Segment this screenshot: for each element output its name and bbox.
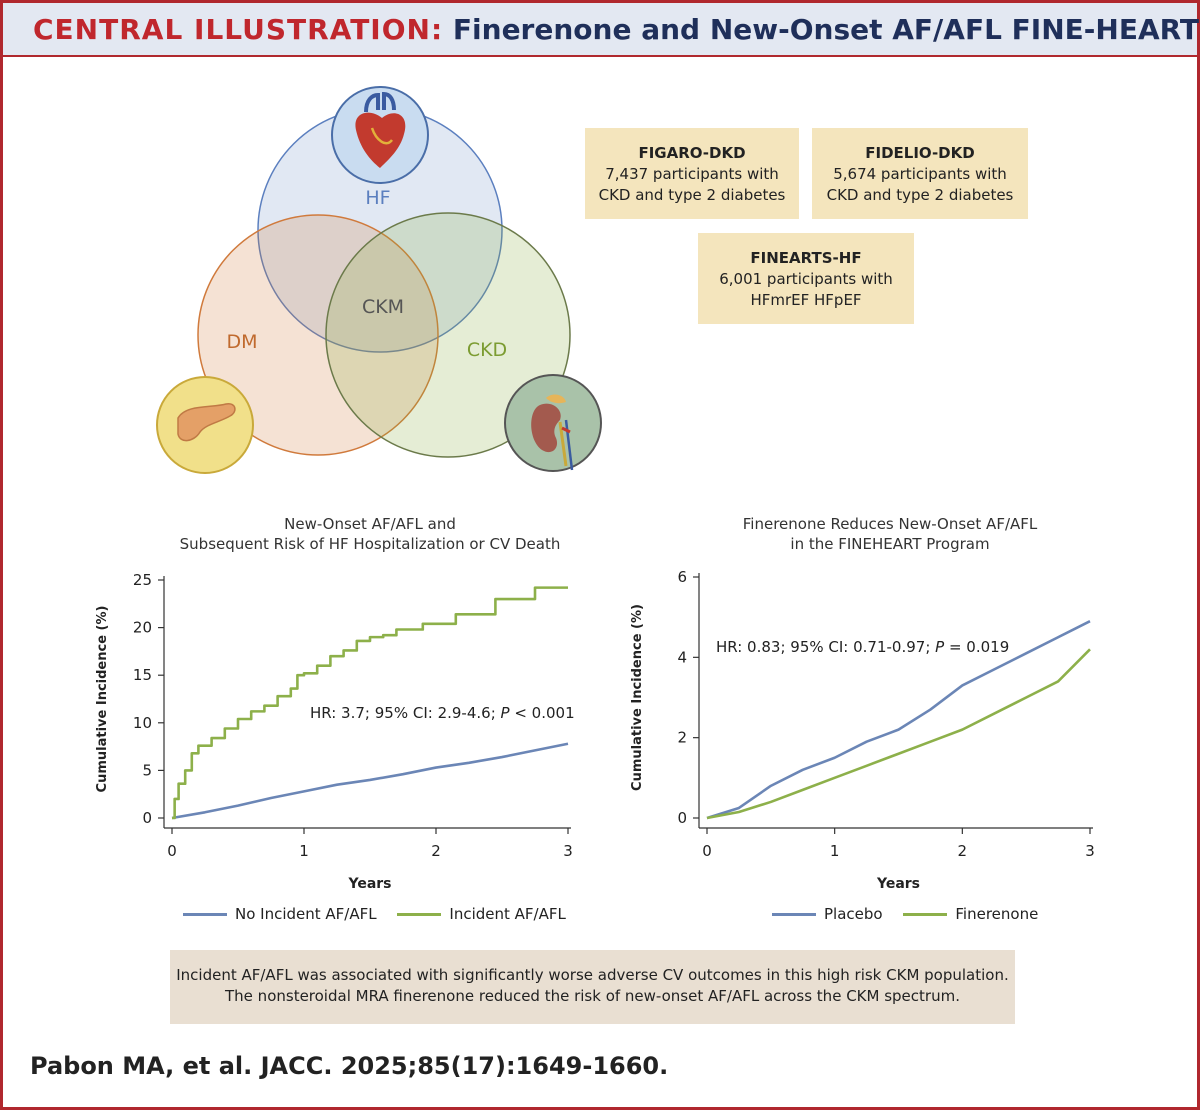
chart-title-line: Subsequent Risk of HF Hospitalization or…	[179, 535, 561, 553]
chart-1-title: New-Onset AF/AFL and Subsequent Risk of H…	[120, 514, 620, 554]
summary-line-2: The nonsteroidal MRA finerenone reduced …	[225, 987, 960, 1005]
chart-title-line: Finerenone Reduces New-Onset AF/AFL	[742, 515, 1038, 533]
x-tick-label: 2	[958, 842, 968, 860]
series-line-2	[172, 586, 568, 820]
title-prefix: CENTRAL ILLUSTRATION:	[33, 13, 444, 46]
x-tick-label: 2	[431, 842, 441, 860]
y-tick-label: 0	[142, 809, 152, 827]
series-line-1	[171, 742, 569, 820]
y-tick-label: 5	[142, 761, 152, 779]
legend-swatch-no-incident	[183, 913, 227, 916]
trial-name: FIDELIO-DKD	[865, 144, 975, 162]
legend-item: Incident AF/AFL	[397, 905, 566, 923]
header-banner: CENTRAL ILLUSTRATION: Finerenone and New…	[3, 3, 1199, 57]
legend-label: Incident AF/AFL	[449, 905, 566, 923]
trial-box-figaro: FIGARO-DKD 7,437 participants with CKD a…	[585, 128, 799, 219]
legend-label: Finerenone	[955, 905, 1039, 923]
y-axis-label: Cumulative Incidence (%)	[95, 606, 110, 793]
citation: Pabon MA, et al. JACC. 2025;85(17):1649-…	[30, 1052, 669, 1080]
x-tick-label: 0	[702, 842, 712, 860]
trial-name: FIGARO-DKD	[638, 144, 746, 162]
chart-1-legend: No Incident AF/AFL Incident AF/AFL	[183, 905, 582, 923]
legend-item: Finerenone	[903, 905, 1038, 923]
legend-label: Placebo	[824, 905, 883, 923]
y-tick-label: 0	[677, 809, 687, 827]
legend-item: No Incident AF/AFL	[183, 905, 377, 923]
title-main: Finerenone and New-Onset AF/AFL FINE-HEA…	[452, 13, 1200, 46]
y-tick-label: 15	[133, 666, 152, 684]
series-line-1	[706, 620, 1091, 820]
trial-line1: 5,674 participants with	[833, 165, 1007, 183]
y-axis-label: Cumulative Incidence (%)	[630, 604, 645, 791]
y-tick-label: 2	[677, 729, 687, 747]
x-tick-label: 0	[167, 842, 177, 860]
hr-annotation: HR: 0.83; 95% CI: 0.71-0.97; P = 0.019	[716, 638, 1009, 656]
trial-box-finearts: FINEARTS-HF 6,001 participants with HFmr…	[698, 233, 914, 324]
hr-annotation: HR: 3.7; 95% CI: 2.9-4.6; P < 0.001	[310, 704, 575, 722]
trial-line1: 6,001 participants with	[719, 270, 893, 288]
chart-2-title: Finerenone Reduces New-Onset AF/AFL in th…	[680, 514, 1100, 554]
y-tick-label: 4	[677, 648, 687, 666]
legend-label: No Incident AF/AFL	[235, 905, 377, 923]
y-tick-label: 10	[133, 714, 152, 732]
x-axis-label: Years	[347, 876, 391, 892]
legend-swatch-finerenone	[903, 913, 948, 916]
trial-name: FINEARTS-HF	[750, 249, 862, 267]
summary-box: Incident AF/AFL was associated with sign…	[170, 950, 1015, 1024]
trial-line2: CKD and type 2 diabetes	[826, 186, 1014, 204]
y-tick-label: 6	[677, 568, 687, 586]
trial-line2: CKD and type 2 diabetes	[598, 186, 786, 204]
trial-line1: 7,437 participants with	[605, 165, 779, 183]
y-tick-label: 25	[133, 571, 152, 589]
series-line-2	[706, 648, 1091, 820]
x-axis-label: Years	[876, 876, 920, 892]
chart-2-legend: Placebo Finerenone	[772, 905, 1054, 923]
trial-line2: HFmrEF HFpEF	[750, 291, 862, 309]
x-tick-label: 1	[830, 842, 840, 860]
summary-line-1: Incident AF/AFL was associated with sign…	[176, 966, 1009, 984]
y-tick-label: 20	[133, 619, 152, 637]
x-tick-label: 3	[1085, 842, 1095, 860]
x-tick-label: 1	[299, 842, 309, 860]
legend-swatch-incident	[397, 913, 442, 916]
page-title: CENTRAL ILLUSTRATION: Finerenone and New…	[33, 13, 1199, 46]
x-tick-label: 3	[563, 842, 573, 860]
legend-swatch-placebo	[772, 913, 816, 916]
trial-box-fidelio: FIDELIO-DKD 5,674 participants with CKD …	[812, 128, 1028, 219]
chart-title-line: New-Onset AF/AFL and	[284, 515, 456, 533]
legend-item: Placebo	[772, 905, 883, 923]
chart-title-line: in the FINEHEART Program	[790, 535, 990, 553]
